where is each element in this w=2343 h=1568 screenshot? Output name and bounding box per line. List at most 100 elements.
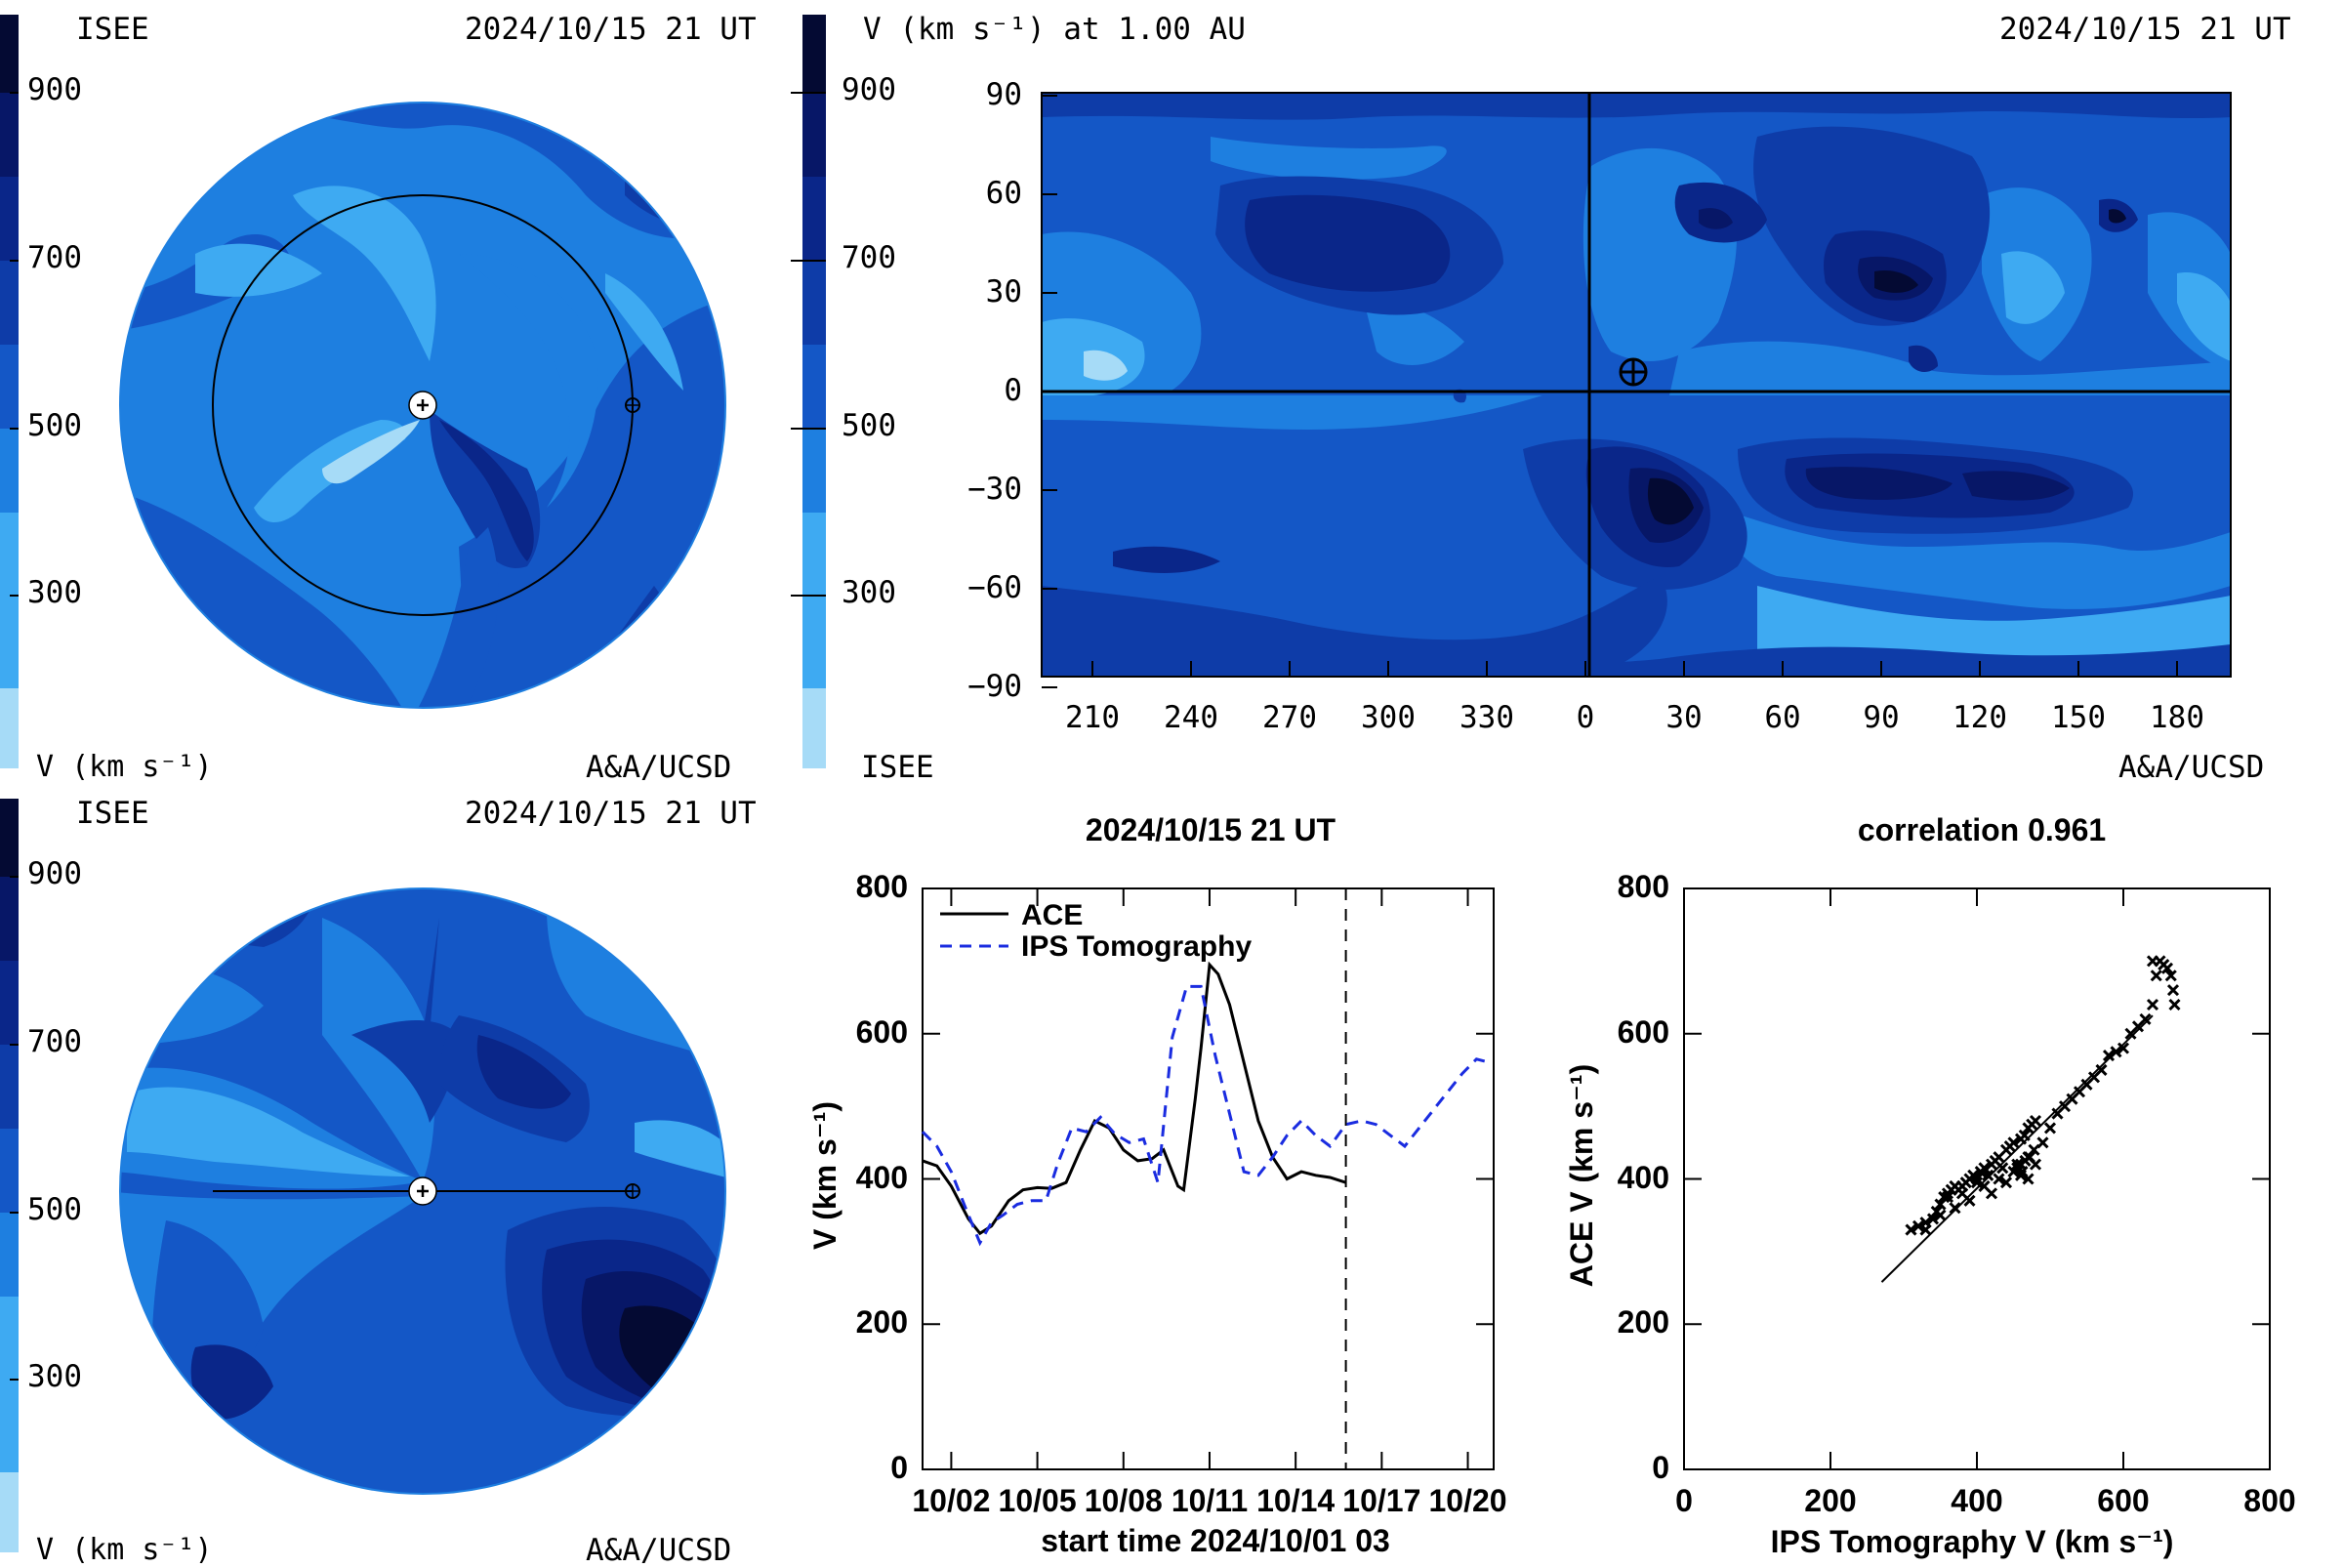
line-x-tick-label: 10/17	[1342, 1483, 1421, 1518]
map-title: V (km s⁻¹) at 1.00 AU	[863, 12, 1246, 47]
line-chart-title: 2024/10/15 21 UT	[1085, 812, 1336, 847]
scatter-point	[2139, 1012, 2152, 1025]
map-x-tick-label: 300	[1361, 700, 1416, 735]
map-y-tick-label: −60	[967, 570, 1022, 605]
scatter-point	[1949, 1202, 1961, 1215]
line-chart-xlabel: start time 2024/10/01 03	[1041, 1523, 1390, 1558]
scatter-point	[1993, 1173, 2005, 1185]
meridional-view-disk	[119, 887, 726, 1495]
scatter-point	[2018, 1129, 2031, 1141]
map-x-tick-label: 60	[1764, 700, 1801, 735]
scatter-point	[2014, 1169, 2028, 1181]
scatter-point	[1911, 1219, 1925, 1232]
scatter-point	[2146, 955, 2159, 968]
map-y-tick-label: 0	[1004, 373, 1022, 408]
line-x-tick-label: 10/14	[1256, 1483, 1336, 1518]
line-y-tick-label: 400	[855, 1159, 908, 1195]
scatter-point	[2117, 1042, 2130, 1054]
scatter-point	[2146, 998, 2159, 1011]
legend-label-ace: ACE	[1021, 899, 1084, 931]
scatter-y-tick-label: 200	[1617, 1304, 1669, 1341]
map-org-label: ISEE	[861, 750, 934, 785]
bl-unit-label: V (km s⁻¹)	[36, 1533, 213, 1567]
line-chart-ticks	[923, 887, 1494, 1470]
map-x-tick-label: 330	[1459, 700, 1514, 735]
tl-scale-500: 500	[27, 408, 82, 443]
scatter-point	[2166, 984, 2180, 997]
line-x-tick-label: 10/20	[1428, 1483, 1507, 1518]
tl-time-label: 2024/10/15 21 UT	[465, 12, 757, 47]
map-scale-300: 300	[842, 575, 896, 610]
map-x-tick-label: 0	[1576, 700, 1595, 735]
synoptic-map	[1041, 92, 2232, 678]
map-y-tick-marks	[1042, 95, 1057, 688]
scatter-point	[1919, 1223, 1932, 1236]
map-x-tick-label: 120	[1952, 700, 2007, 735]
scatter-point	[2168, 998, 2181, 1011]
scatter-point	[1985, 1187, 1998, 1200]
scatter-y-tick-label: 0	[1652, 1450, 1669, 1485]
scatter-title: correlation 0.961	[1857, 812, 2107, 847]
scatter-x-tick-label: 600	[2097, 1483, 2150, 1518]
scatter-point	[1955, 1179, 1969, 1193]
map-y-tick-label: −30	[967, 472, 1022, 507]
colorbar-bottom-left	[0, 799, 19, 1552]
scatter-point	[2164, 970, 2177, 982]
colorbar-tick-marks	[10, 92, 826, 1381]
scatter-y-tick-label: 800	[1617, 869, 1669, 904]
scatter-point	[2007, 1136, 2020, 1149]
line-x-tick-label: 10/11	[1171, 1483, 1249, 1518]
tl-unit-label: V (km s⁻¹)	[36, 750, 213, 784]
series-ips-line	[921, 984, 1492, 1247]
scatter-xlabel: IPS Tomography V (km s⁻¹)	[1770, 1524, 2174, 1559]
bl-scale-300: 300	[27, 1359, 82, 1394]
line-y-tick-label: 600	[855, 1013, 908, 1050]
scatter-y-tick-label: 400	[1617, 1159, 1669, 1195]
scatter-point	[1999, 1176, 2013, 1189]
scatter-ticks	[1683, 887, 2271, 1470]
map-x-tick-label: 270	[1262, 700, 1317, 735]
map-credit-label: A&A/UCSD	[2118, 750, 2265, 785]
line-x-tick-label: 10/05	[998, 1483, 1077, 1518]
scatter-point	[1970, 1173, 1984, 1185]
bl-time-label: 2024/10/15 21 UT	[465, 796, 757, 831]
scatter-point	[2102, 1049, 2116, 1062]
scatter-y-tick-label: 600	[1617, 1013, 1669, 1050]
scatter-point	[1905, 1223, 1917, 1236]
map-y-tick-label: 60	[985, 176, 1022, 211]
colorbar-top-left	[0, 15, 19, 768]
tl-scale-900: 900	[27, 72, 82, 107]
scatter-point	[2011, 1158, 2024, 1171]
map-scale-500: 500	[842, 408, 896, 443]
scatter-point	[2036, 1136, 2049, 1149]
map-x-tick-label: 210	[1065, 700, 1120, 735]
scatter-x-tick-label: 400	[1951, 1483, 2003, 1518]
scatter-point	[1941, 1191, 1954, 1204]
scatter-point	[2043, 1122, 2057, 1135]
scatter-point	[2022, 1173, 2035, 1185]
scatter-x-tick-label: 200	[1804, 1483, 1857, 1518]
scatter-point	[2095, 1063, 2108, 1077]
line-x-tick-label: 10/02	[912, 1483, 991, 1518]
line-y-tick-label: 0	[890, 1450, 908, 1485]
bl-org-label: ISEE	[76, 796, 149, 831]
line-x-tick-label: 10/08	[1084, 1483, 1163, 1518]
bl-scale-700: 700	[27, 1024, 82, 1059]
scatter-point	[2029, 1114, 2042, 1128]
tl-scale-300: 300	[27, 575, 82, 610]
map-y-tick-label: 90	[985, 77, 1022, 112]
scatter-point	[1934, 1209, 1947, 1221]
map-scale-900: 900	[842, 72, 896, 107]
tl-org-label: ISEE	[76, 12, 149, 47]
scatter-chart	[1683, 887, 2271, 1470]
scatter-point	[2022, 1151, 2035, 1164]
legend-label-ips: IPS Tomography	[1021, 930, 1253, 963]
scatter-point	[1926, 1213, 1940, 1225]
map-scale-700: 700	[842, 240, 896, 275]
fit-line	[1880, 1014, 2154, 1283]
bl-credit-label: A&A/UCSD	[586, 1533, 732, 1568]
ecliptic-view-disk	[119, 102, 726, 709]
map-x-tick-label: 180	[2150, 700, 2204, 735]
scatter-points	[1905, 955, 2181, 1236]
